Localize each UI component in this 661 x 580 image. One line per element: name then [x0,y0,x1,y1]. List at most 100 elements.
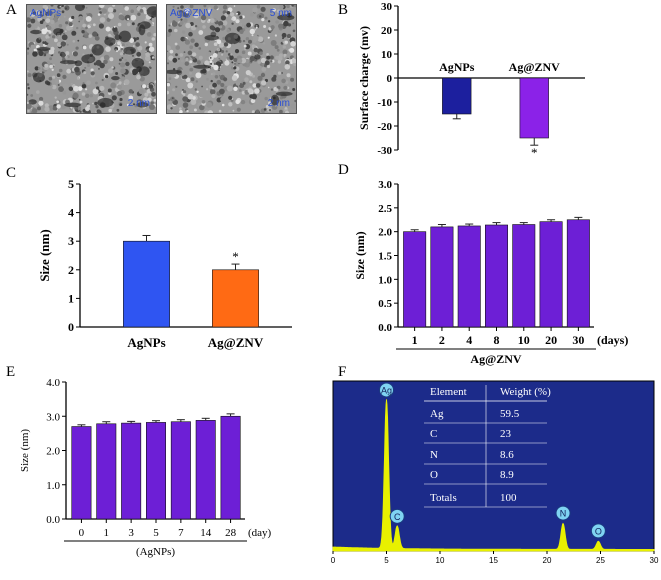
tem-grain [85,106,90,112]
tem-grain [182,102,189,108]
tem-grain [30,44,35,49]
tem-grain [217,48,220,51]
tem-grain [257,60,262,64]
tem-grain [198,55,203,60]
tem-particle [138,66,150,77]
panel-d-letter: D [338,162,349,178]
tem-grain [119,52,124,56]
tem-grain [233,62,237,65]
edx-table-cell-weight: 8.9 [500,469,514,481]
panel-e-y-tick-label: 0.0 [46,514,60,526]
tem-grain [235,99,240,105]
tem-grain [42,41,45,44]
tem-grain [107,88,112,93]
tem-grain [282,45,286,49]
tem-grain [148,84,154,89]
tem-grain [144,41,147,44]
tem-grain [261,67,267,72]
tem-grain [126,22,131,27]
tem-grain [117,22,122,27]
edx-x-tick-label: 15 [489,556,498,565]
tem-grain [32,11,37,15]
tem-grain [184,38,187,40]
tem-grain [129,38,135,43]
tem-grain [92,88,99,95]
panel-b-y-tick-label: -10 [377,97,392,109]
tem-grain [231,17,234,21]
tem-grain [131,22,135,26]
tem-label-agznv: Ag@ZNV [170,8,213,19]
tem-grain [117,41,121,46]
panel-c-y-label: Size (nm) [37,229,52,281]
tem-grain [195,80,198,83]
tem-grain [269,55,274,60]
tem-grain [287,101,290,104]
tem-grain [37,106,41,111]
tem-grain [144,55,151,62]
tem-particle [275,91,293,97]
tem-grain [89,23,92,27]
panel-d-y-tick-label: 0.5 [378,298,392,310]
tem-grain [120,62,126,68]
tem-grain [189,71,192,75]
tem-grain [183,18,188,23]
tem-grain [244,77,249,82]
tem-particle [167,69,182,75]
tem-grain [118,81,122,85]
edx-peak-marker-C [389,508,405,524]
tem-grain [290,103,296,110]
tem-grain [39,13,42,16]
tem-grain [112,9,117,13]
tem-grain [98,40,102,44]
tem-grain [151,37,156,41]
tem-grain [76,26,79,30]
tem-grain [183,90,187,94]
tem-grain [139,76,145,82]
panel-c-y-tick-label: 0 [68,320,74,334]
tem-grain [237,58,243,64]
tem-grain [226,11,231,15]
tem-grain [125,61,130,67]
tem-grain [97,110,102,113]
panel-d-x-tick-label: 30 [572,333,584,347]
tem-grain [135,42,140,47]
tem-grain [263,108,267,111]
tem-grain [52,65,55,68]
panel-d-x-tick-label: 4 [466,333,472,347]
tem-grain [59,53,63,56]
tem-grain [89,94,93,98]
tem-grain [94,101,98,106]
tem-grain [229,55,234,61]
tem-particle [123,46,136,55]
tem-grain [34,66,39,71]
tem-grain [251,93,257,100]
tem-grain [154,80,156,83]
tem-grain [218,109,222,113]
panel-b-significance-mark: * [531,145,538,160]
tem-particle [53,28,63,36]
tem-grain [220,96,226,103]
tem-grain [255,24,258,27]
tem-grain [72,92,79,99]
edx-table-header-element: Element [430,386,467,398]
tem-grain [71,15,75,20]
tem-grain [151,91,156,97]
tem-grain [286,5,290,9]
tem-grain [103,59,108,65]
tem-grain [44,57,47,60]
tem-grain [270,88,274,91]
tem-grain [231,75,238,81]
tem-grain [281,72,283,74]
tem-grain [272,8,276,12]
panel-c-bar-AgNPs [123,240,170,328]
edx-table-cell-weight: 59.5 [500,408,520,420]
panel-b-y-tick-label: 10 [381,49,393,61]
tem-grain [270,40,277,46]
tem-grain [215,50,219,54]
tem-grain [218,74,221,77]
edx-peak-marker-O [590,523,606,539]
tem-grain [123,95,129,100]
tem-grain [123,79,130,85]
tem-grain [262,42,266,45]
tem-grain [292,22,294,25]
